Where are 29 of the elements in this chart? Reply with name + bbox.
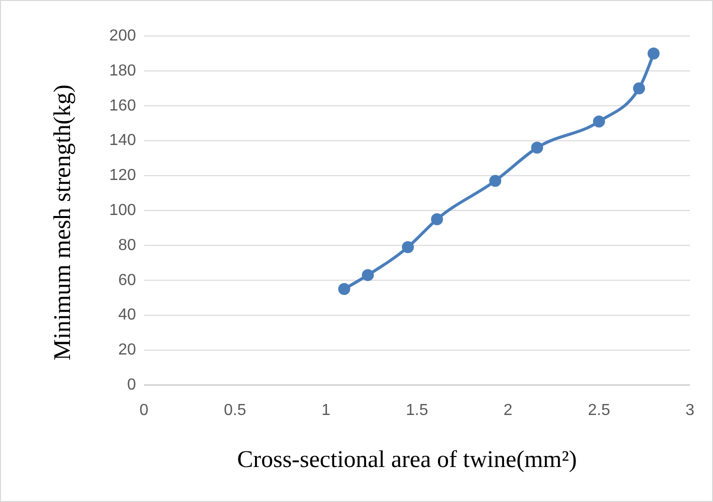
x-tick-label: 1.5 [406,402,428,419]
x-tick-label: 0 [140,402,149,419]
point [402,241,414,254]
y-axis-title: Minimum mesh strength(kg) [50,84,76,360]
y-tick-label: 100 [109,202,136,219]
x-tick-label: 0.5 [224,402,246,419]
x-tick-label: 1 [322,402,331,419]
y-tick-label: 120 [109,167,136,184]
point [489,174,502,187]
y-tick-label: 40 [118,306,136,324]
point [593,116,605,128]
y-tick-label: 200 [109,28,136,44]
point [338,283,350,296]
y-tick-label: 80 [118,236,136,254]
x-axis-title: Cross-sectional area of twine(mm²) [237,447,577,473]
point [633,82,646,94]
x-tick-label: 3 [686,402,695,419]
point [531,142,544,154]
y-tick-label: 180 [109,62,136,80]
y-tick-label: 60 [118,272,136,289]
y-tick-label: 160 [109,97,136,114]
y-tick-label: 140 [109,132,136,150]
point [431,213,444,226]
x-tick-label: 2.5 [588,402,610,419]
y-tick-label: 0 [127,376,136,394]
point [648,47,660,60]
x-tick-label: 2 [504,402,513,419]
y-tick-label: 20 [118,342,136,359]
point [362,269,374,282]
